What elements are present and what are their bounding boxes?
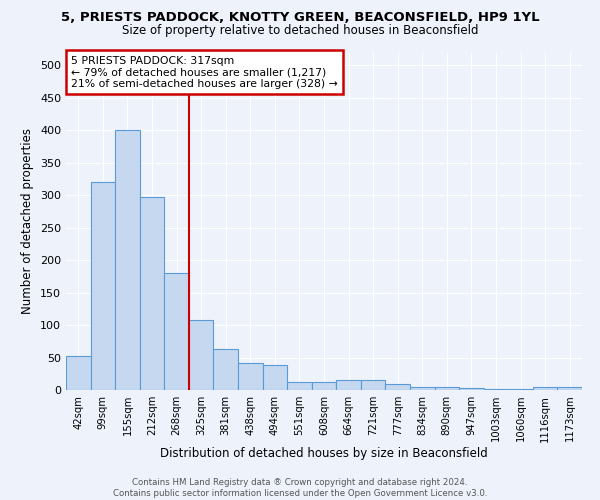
Bar [459, 388, 484, 390]
Bar [214, 349, 238, 390]
Bar [410, 387, 434, 390]
Bar [238, 362, 263, 390]
Text: 5, PRIESTS PADDOCK, KNOTTY GREEN, BEACONSFIELD, HP9 1YL: 5, PRIESTS PADDOCK, KNOTTY GREEN, BEACON… [61, 11, 539, 24]
Bar [115, 130, 140, 390]
Bar [263, 366, 287, 390]
Text: Contains HM Land Registry data ® Crown copyright and database right 2024.
Contai: Contains HM Land Registry data ® Crown c… [113, 478, 487, 498]
X-axis label: Distribution of detached houses by size in Beaconsfield: Distribution of detached houses by size … [160, 447, 488, 460]
Bar [336, 380, 361, 390]
Bar [312, 382, 336, 390]
Bar [189, 320, 214, 390]
Bar [434, 387, 459, 390]
Bar [557, 387, 582, 390]
Bar [385, 384, 410, 390]
Bar [140, 196, 164, 390]
Text: 5 PRIESTS PADDOCK: 317sqm
← 79% of detached houses are smaller (1,217)
21% of se: 5 PRIESTS PADDOCK: 317sqm ← 79% of detac… [71, 56, 338, 89]
Bar [484, 388, 508, 390]
Bar [533, 387, 557, 390]
Y-axis label: Number of detached properties: Number of detached properties [22, 128, 34, 314]
Bar [164, 273, 189, 390]
Bar [91, 182, 115, 390]
Bar [361, 380, 385, 390]
Text: Size of property relative to detached houses in Beaconsfield: Size of property relative to detached ho… [122, 24, 478, 37]
Bar [287, 382, 312, 390]
Bar [66, 356, 91, 390]
